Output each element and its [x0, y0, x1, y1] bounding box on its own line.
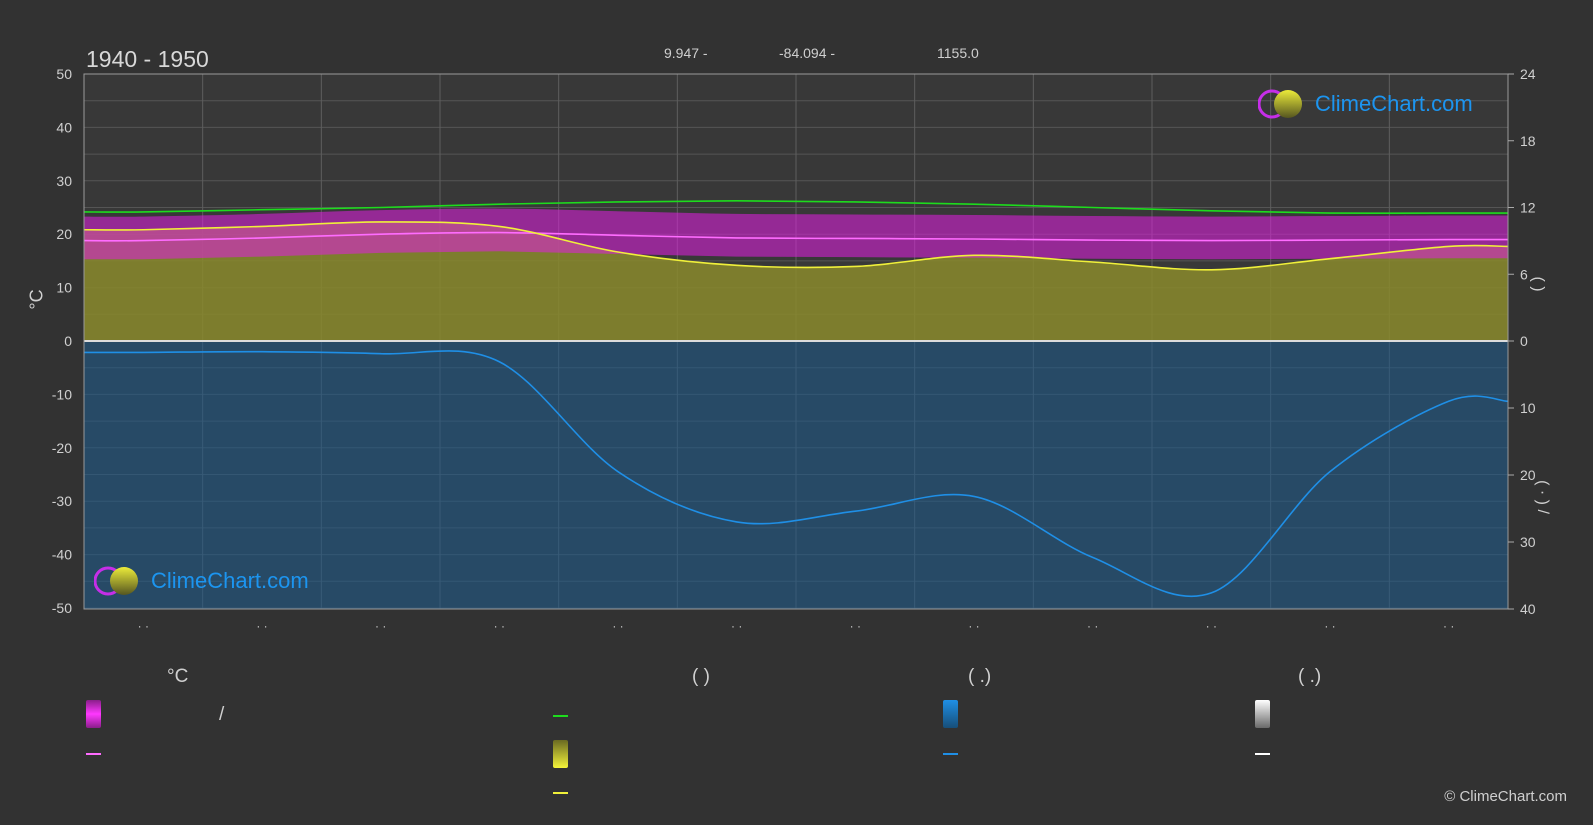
x-tick-label: · · — [1324, 619, 1335, 633]
precip-area — [84, 341, 1508, 609]
x-tick-label: · · — [1087, 619, 1098, 633]
x-tick-label: · · — [850, 619, 861, 633]
legend-header-rain: ( .) — [968, 666, 992, 687]
left-tick-label: -30 — [52, 493, 72, 509]
logo-text: ClimeChart.com — [1315, 91, 1473, 116]
data-bands — [84, 208, 1508, 609]
x-tick-label: · · — [138, 619, 149, 633]
right-bottom-tick-label: 30 — [1520, 534, 1536, 550]
legend-swatch-precip — [943, 700, 958, 728]
x-tick-label: · · — [612, 619, 623, 633]
legend-header-temperature: °C — [167, 666, 189, 687]
left-tick-label: 10 — [56, 280, 72, 296]
x-tick-label: · · — [494, 619, 505, 633]
legend-line-daylight — [553, 715, 568, 717]
left-tick-label: 20 — [56, 226, 72, 242]
series-lines — [83, 73, 1509, 610]
right-bottom-tick-label: 40 — [1520, 601, 1536, 617]
x-tick-label: · · — [1206, 619, 1217, 633]
legend-header-sun: ( ) — [692, 666, 710, 687]
left-tick-label: -50 — [52, 600, 72, 616]
legend-header-snow: ( .) — [1298, 666, 1322, 687]
left-tick-label: 40 — [56, 119, 72, 135]
elevation-label: 1155.0 — [937, 45, 979, 61]
precip-line — [83, 350, 1509, 598]
legend-line-sunshine — [553, 792, 568, 794]
left-tick-label: 30 — [56, 173, 72, 189]
logo-icon — [93, 566, 138, 596]
legend-line-temp-mean — [86, 753, 101, 755]
sunshine-line — [83, 221, 1509, 271]
right-top-tick-label: 24 — [1520, 66, 1536, 82]
daylight-line — [83, 200, 1508, 215]
axis-ticks: 50 40 30 20 10 0 -10 -20 -30 -40 -50 24 18 12 6 0 10 20 30… — [52, 66, 1536, 633]
left-tick-label: 50 — [56, 66, 72, 82]
legend-swatch-temp-range — [86, 700, 101, 728]
right-bottom-tick-label: 10 — [1520, 400, 1536, 416]
legend-temp-range-sep: / — [219, 704, 225, 725]
latitude-label: 9.947 - — [664, 45, 708, 61]
logo-icon — [1257, 89, 1302, 119]
legend-swatch-sunshine — [553, 740, 568, 768]
right-axis-label-bottom: ( · ) / — [1533, 480, 1551, 514]
longitude-label: -84.094 - — [779, 45, 836, 61]
x-tick-label: · · — [375, 619, 386, 633]
right-top-tick-label: 12 — [1520, 200, 1536, 216]
temp-mean-line — [83, 231, 1509, 242]
right-axis-label-top: ( ) — [1529, 276, 1547, 292]
right-top-tick-label: 18 — [1520, 133, 1536, 149]
right-bottom-tick-label: 20 — [1520, 467, 1536, 483]
left-axis-label: °C — [26, 289, 47, 310]
temperature-band — [84, 208, 1508, 260]
logo-bottom: ClimeChart.com — [93, 565, 309, 602]
chart-title: 1940 - 1950 — [86, 46, 209, 72]
left-tick-label: -40 — [52, 547, 72, 563]
x-tick-label: · · — [256, 619, 267, 633]
x-tick-label: · · — [968, 619, 979, 633]
legend-line-snow — [1255, 753, 1270, 755]
right-top-tick-label: 6 — [1520, 266, 1528, 282]
x-tick-label: · · — [731, 619, 742, 633]
logo-text: ClimeChart.com — [151, 568, 309, 593]
left-tick-label: -10 — [52, 386, 72, 402]
left-tick-label: -20 — [52, 440, 72, 456]
legend-line-precip — [943, 753, 958, 755]
legend-swatch-snow — [1255, 700, 1270, 728]
right-top-tick-label: 0 — [1520, 333, 1528, 349]
logo-top: ClimeChart.com — [1257, 88, 1473, 125]
copyright: © ClimeChart.com — [1444, 788, 1567, 805]
left-tick-label: 0 — [64, 333, 72, 349]
x-tick-label: · · — [1443, 619, 1454, 633]
